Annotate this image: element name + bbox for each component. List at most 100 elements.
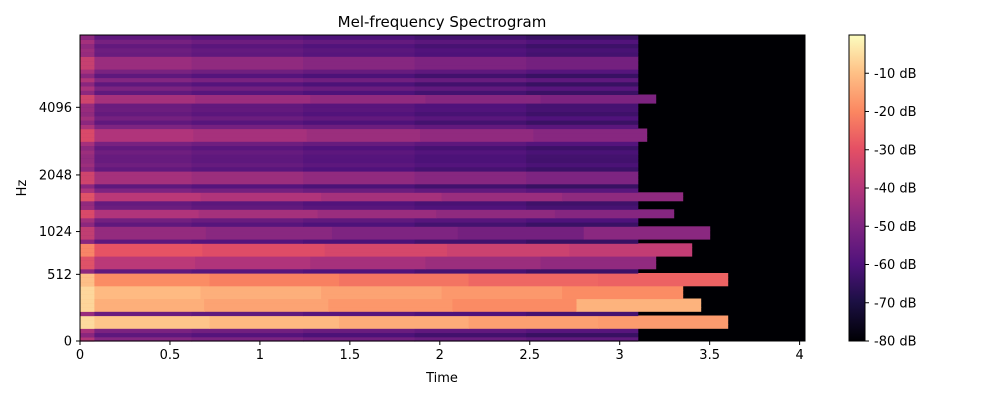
spectrogram-cell xyxy=(303,39,416,45)
spectrogram-cell xyxy=(526,141,639,147)
spectrogram-cell xyxy=(80,77,193,83)
spectrogram-cell xyxy=(191,39,304,45)
spectrogram-cell xyxy=(303,332,416,338)
spectrogram-cell xyxy=(436,209,556,215)
spectrogram-cell xyxy=(80,273,95,278)
spectrogram-cell xyxy=(80,332,95,338)
spectrogram-cell xyxy=(80,132,194,138)
spectrogram-cell xyxy=(303,86,416,91)
spectrogram-cell xyxy=(414,111,527,117)
colorbar-tick-label: -80 dB xyxy=(874,335,917,350)
spectrogram-cell xyxy=(526,39,639,45)
spectrogram-cell xyxy=(191,56,304,62)
spectrogram-cell xyxy=(526,175,639,181)
spectrogram-cell xyxy=(195,98,311,104)
spectrogram-cell xyxy=(200,290,322,295)
spectrogram-cell xyxy=(80,273,211,278)
spectrogram-cell xyxy=(303,64,416,70)
spectrogram-cell xyxy=(80,98,196,104)
spectrogram-cell xyxy=(191,90,304,95)
spectrogram-cell xyxy=(80,107,95,113)
spectrogram-cell xyxy=(441,290,563,295)
spectrogram-cell xyxy=(80,243,95,249)
spectrogram-cell xyxy=(80,90,193,95)
spectrogram-cell xyxy=(436,213,556,219)
spectrogram-plot xyxy=(79,34,806,342)
spectrogram-cell xyxy=(303,171,416,176)
spectrogram-cell xyxy=(303,69,416,74)
spectrogram-cell xyxy=(468,281,599,287)
spectrogram-cell xyxy=(80,319,211,325)
spectrogram-cell xyxy=(303,124,416,130)
spectrogram-cell xyxy=(80,200,95,206)
spectrogram-cell xyxy=(191,311,304,317)
spectrogram-cell xyxy=(80,128,194,134)
spectrogram-cell xyxy=(80,256,196,261)
spectrogram-cell xyxy=(526,154,639,159)
spectrogram-cell xyxy=(303,90,416,95)
spectrogram-cell xyxy=(80,43,95,49)
spectrogram-cell xyxy=(526,166,639,172)
spectrogram-cell xyxy=(80,158,193,164)
spectrogram-cell xyxy=(80,132,95,138)
spectrogram-cell xyxy=(303,107,416,113)
spectrogram-cell xyxy=(324,247,448,253)
colorbar-tick-label: -30 dB xyxy=(874,143,917,158)
spectrogram-cell xyxy=(80,226,207,232)
spectrogram-cell xyxy=(191,332,304,338)
spectrogram-cell xyxy=(452,298,578,304)
spectrogram-cell xyxy=(80,115,193,121)
spectrogram-cell xyxy=(526,336,639,342)
spectrogram-cell xyxy=(80,81,193,87)
spectrogram-cell xyxy=(80,285,95,291)
spectrogram-cell xyxy=(80,137,95,142)
spectrogram-cell xyxy=(80,183,193,189)
spectrogram-cell xyxy=(414,158,527,164)
spectrogram-cell xyxy=(303,188,416,193)
spectrogram-cell xyxy=(569,243,693,249)
spectrogram-cell xyxy=(526,124,639,130)
spectrogram-cell xyxy=(303,158,416,164)
spectrogram-cell xyxy=(80,209,200,215)
spectrogram-cell xyxy=(209,281,340,287)
spectrogram-cell xyxy=(80,324,211,329)
spectrogram-cell xyxy=(80,166,95,172)
spectrogram-cell xyxy=(540,260,657,266)
spectrogram-cell xyxy=(457,226,585,232)
spectrogram-cell xyxy=(80,77,95,83)
spectrogram-cell xyxy=(80,234,95,240)
spectrogram-cell xyxy=(414,183,527,189)
spectrogram-cell xyxy=(331,230,459,236)
spectrogram-cell xyxy=(80,277,95,283)
spectrogram-cell xyxy=(303,205,416,210)
colorbar-tick-label: -20 dB xyxy=(874,105,917,120)
spectrogram-cell xyxy=(310,260,426,266)
spectrogram-cell xyxy=(310,98,426,104)
spectrogram-cell xyxy=(80,103,95,108)
spectrogram-cell xyxy=(526,115,639,121)
spectrogram-cell xyxy=(191,200,304,206)
spectrogram-cell xyxy=(80,149,193,155)
spectrogram-cell xyxy=(526,200,639,206)
spectrogram-cell xyxy=(414,332,527,338)
spectrogram-cell xyxy=(80,277,211,283)
spectrogram-cell xyxy=(533,132,648,138)
spectrogram-cell xyxy=(468,277,599,283)
spectrogram-cell xyxy=(80,90,95,95)
spectrogram-cell xyxy=(80,171,193,176)
spectrogram-cell xyxy=(80,39,95,45)
spectrogram-cell xyxy=(191,124,304,130)
spectrogram-cell xyxy=(414,60,527,66)
spectrogram-cell xyxy=(80,124,193,130)
spectrogram-cell xyxy=(80,86,95,91)
spectrogram-cell xyxy=(414,141,527,147)
spectrogram-cell xyxy=(80,115,95,121)
spectrogram-cell xyxy=(569,247,693,253)
spectrogram-cell xyxy=(191,166,304,172)
spectrogram-cell xyxy=(80,192,95,198)
spectrogram-cell xyxy=(540,264,657,270)
plot-frame xyxy=(79,34,806,342)
spectrogram-cell xyxy=(80,205,193,210)
spectrogram-cell xyxy=(306,137,421,142)
colorbar-tick-label: -10 dB xyxy=(874,67,917,82)
